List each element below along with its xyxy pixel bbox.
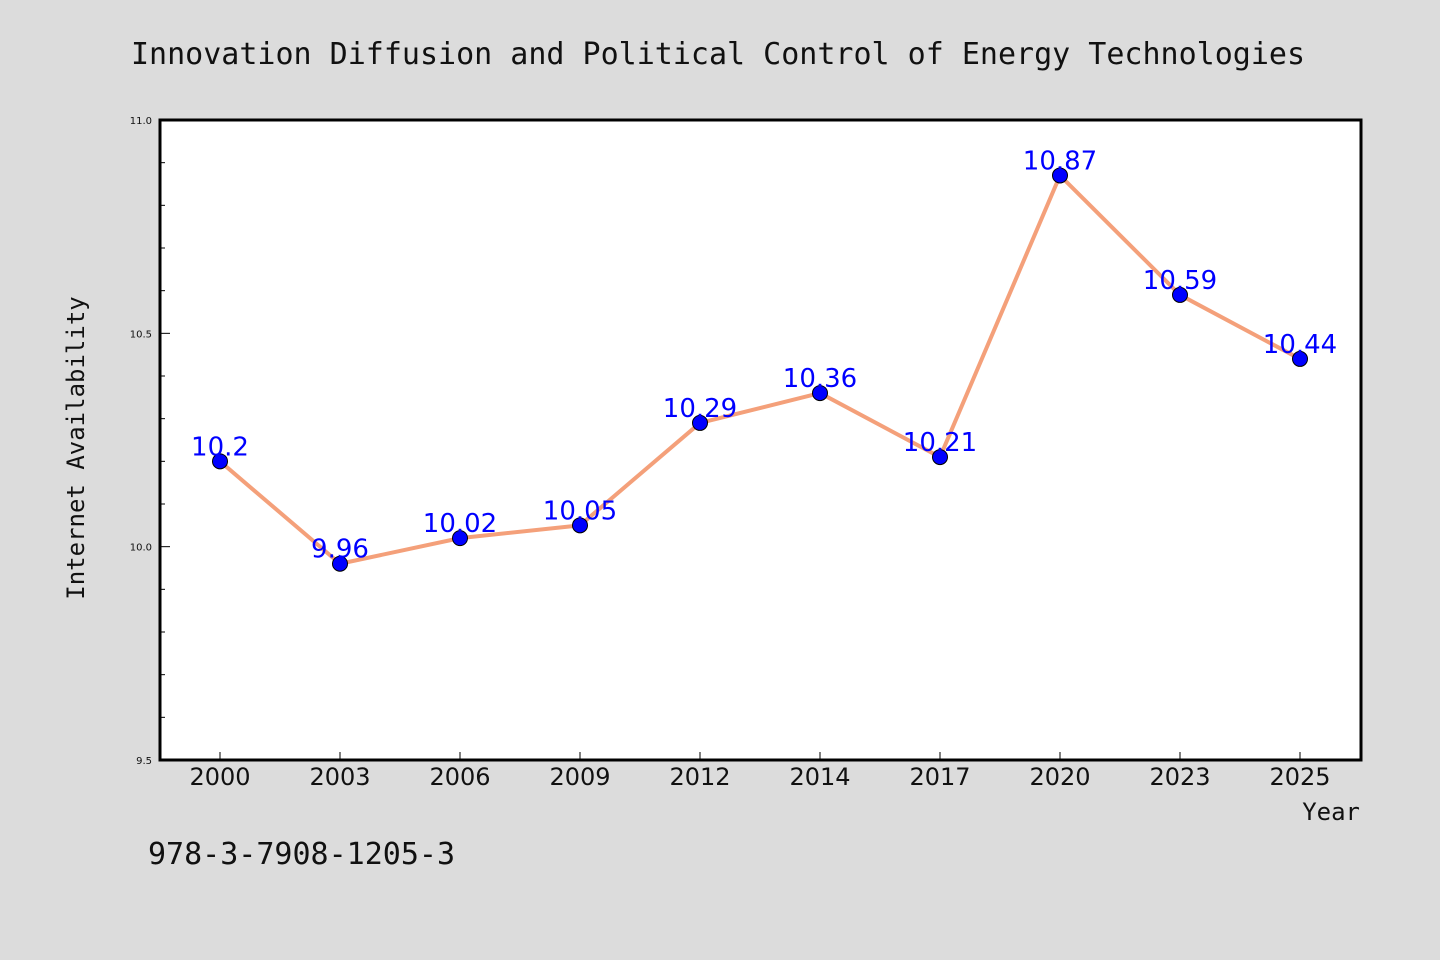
x-axis-label: Year	[1302, 798, 1360, 826]
x-tick-label: 2003	[309, 763, 370, 791]
data-label: 10.44	[1263, 330, 1337, 360]
data-label: 10.87	[1023, 146, 1097, 176]
x-tick-label: 2014	[789, 763, 850, 791]
data-label: 10.2	[191, 432, 249, 462]
data-label: 10.21	[903, 428, 977, 458]
data-label: 9.96	[311, 535, 369, 565]
x-axis: 2000 2003 2006 2009 2012 2014 2017 2020 2023 2025	[189, 752, 1331, 791]
data-point	[692, 414, 708, 431]
data-label: 10.36	[783, 364, 857, 394]
data-point	[212, 453, 228, 470]
data-points	[212, 167, 1308, 572]
series-line-group	[218, 173, 1301, 566]
x-tick-label: 2006	[429, 763, 490, 791]
x-tick-label: 2012	[669, 763, 730, 791]
y-tick-label: 9.5	[136, 756, 152, 767]
x-tick-label: 2020	[1029, 763, 1090, 791]
data-point	[332, 555, 348, 572]
data-point	[812, 385, 828, 402]
x-tick-label: 2009	[549, 763, 610, 791]
x-tick-label: 2017	[909, 763, 970, 791]
x-tick-label: 2025	[1269, 763, 1330, 791]
data-point	[572, 517, 588, 534]
y-axis: 9.5 10.0 10.5 11.0	[130, 116, 170, 767]
y-tick-label: 10.5	[130, 329, 152, 340]
data-point	[932, 449, 948, 466]
data-label: 10.29	[663, 394, 737, 424]
data-labels: 10.2 9.96 10.02 10.05 10.29 10.36 10.21 10.87 10…	[191, 146, 1337, 564]
data-label: 10.05	[543, 496, 617, 526]
x-tick-label: 2023	[1149, 763, 1210, 791]
chart-title: Innovation Diffusion and Political Contr…	[131, 37, 1305, 72]
series-line	[218, 173, 1301, 566]
isbn-text: 978-3-7908-1205-3	[148, 837, 455, 872]
data-point	[1292, 350, 1308, 367]
data-label: 10.02	[423, 509, 497, 539]
plot-area	[158, 118, 1363, 762]
y-axis-label: Internet Availability	[62, 296, 90, 599]
y-tick-label: 10.0	[130, 543, 152, 554]
x-tick-label: 2000	[189, 763, 250, 791]
data-point	[1172, 286, 1188, 303]
data-point	[452, 530, 468, 547]
y-tick-label: 11.0	[130, 116, 152, 127]
data-label: 10.59	[1143, 266, 1217, 296]
data-point	[1052, 167, 1068, 184]
